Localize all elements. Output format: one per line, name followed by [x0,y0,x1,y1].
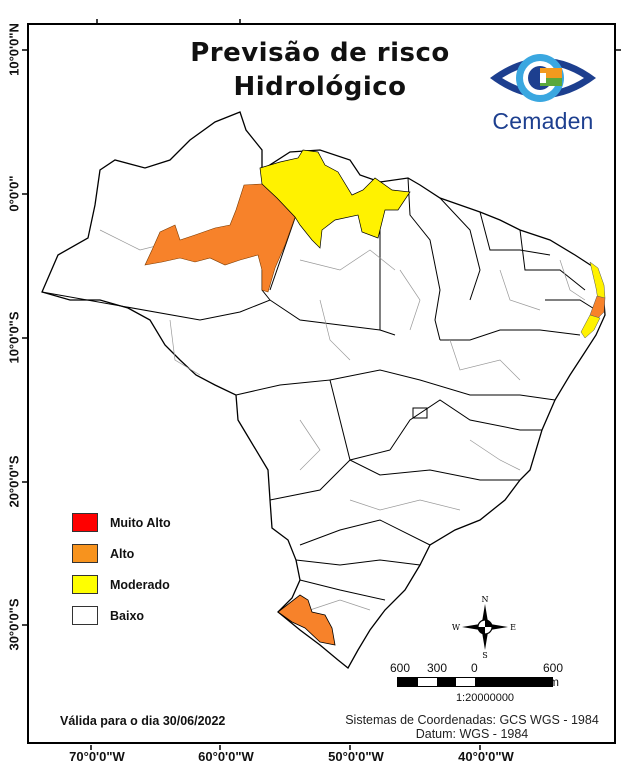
svg-text:E: E [510,623,516,632]
crs-line-2: Datum: WGS - 1984 [415,727,529,741]
legend: Muito Alto Alto Moderado Baixo [72,507,171,631]
lat-label-10n: 10°0'0"N [6,23,22,76]
lon-label-70w: 70°0'0"W [69,749,125,764]
logo-text: Cemaden [492,108,594,134]
legend-label: Alto [110,546,135,561]
lat-label-10s: 10°0'0"S [6,311,22,364]
compass-rose-icon: N S W E [452,595,516,660]
scale-labels: 600 300 0 600 km [390,661,580,689]
region-moderado-para [259,149,411,249]
map-title: Previsão de risco Hidrológico [160,36,480,104]
legend-label: Moderado [110,577,170,592]
legend-swatch [72,544,98,563]
legend-swatch [72,606,98,625]
legend-label: Muito Alto [110,515,171,530]
legend-swatch [72,575,98,594]
validity-date: Válida para o dia 30/06/2022 [60,714,226,728]
lat-label-0: 0°0'0" [6,175,22,212]
cemaden-eye-logo-icon [490,54,596,102]
scale-bar [397,677,553,687]
legend-item-baixo: Baixo [72,600,171,631]
lon-label-60w: 60°0'0"W [198,749,254,764]
title-line-1: Previsão de risco [190,38,450,68]
legend-item-alto: Alto [72,538,171,569]
scale-label-300: 300 [427,661,448,675]
scale-ratio: 1:20000000 [455,692,515,704]
title-line-2: Hidrológico [233,72,407,102]
lat-label-30s: 30°0'0"S [6,598,22,651]
axis-ticks [22,19,621,750]
scale-label-600: 600 [390,661,411,675]
legend-swatch [72,513,98,532]
legend-item-moderado: Moderado [72,569,171,600]
state-boundaries [41,170,597,601]
cemaden-logo: Cemaden [480,46,606,136]
sub-boundaries [99,229,586,611]
svg-text:W: W [452,623,461,632]
region-alto-pe [589,295,606,319]
lon-label-40w: 40°0'0"W [458,749,514,764]
crs-line-1: Sistemas de Coordenadas: GCS WGS - 1984 [345,713,599,727]
region-moderado-al [580,314,601,339]
lon-label-50w: 50°0'0"W [328,749,384,764]
scale-label-0: 0 [471,661,478,675]
svg-text:N: N [482,595,489,604]
svg-text:S: S [482,651,487,660]
legend-label: Baixo [110,608,145,623]
lat-label-20s: 20°0'0"S [6,455,22,508]
legend-item-muito-alto: Muito Alto [72,507,171,538]
region-alto-rs [277,594,336,646]
coordinate-system: Sistemas de Coordenadas: GCS WGS - 1984 … [330,713,614,741]
region-alto-amazonas [144,183,296,293]
